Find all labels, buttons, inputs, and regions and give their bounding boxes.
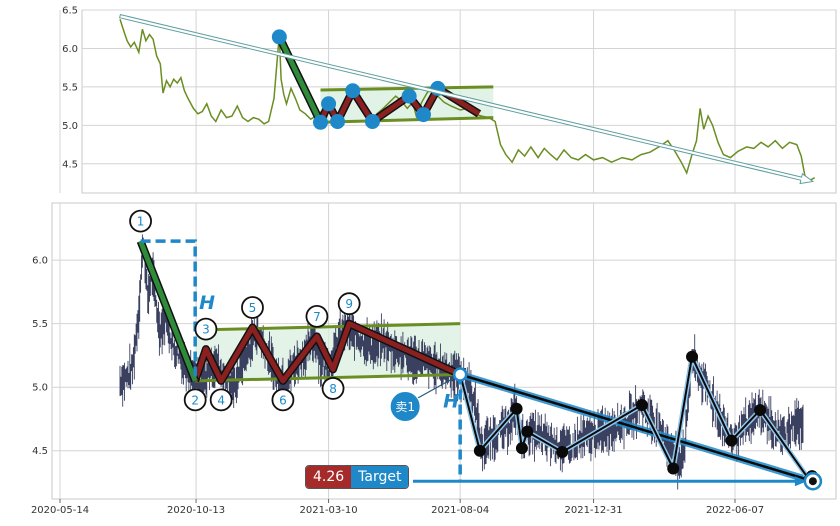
- target-arrowhead: [794, 476, 807, 487]
- sell-connector: [414, 373, 461, 401]
- xtick-label: 2021-08-04: [431, 505, 489, 516]
- top-pivot-marker: [345, 83, 361, 99]
- point-label-circle: [129, 209, 152, 233]
- bottom-panel-ytick-label: 5.0: [32, 383, 48, 394]
- bottom-plot-area: [119, 234, 823, 491]
- top-plot-area: [118, 13, 816, 185]
- top-panel-ytick-label: 6.0: [62, 44, 78, 55]
- sell-point: [452, 367, 468, 382]
- point-label-circle: [194, 317, 218, 341]
- pivot-marker: [754, 404, 767, 417]
- point-label-circle: [209, 388, 233, 412]
- point-label-text: 5: [249, 301, 257, 315]
- top-pivot-marker: [271, 29, 287, 45]
- point-label-circle: [305, 304, 329, 328]
- point-label-text: 8: [329, 382, 337, 396]
- top-pivot-marker: [364, 113, 380, 129]
- xtick-label: 2020-05-14: [31, 505, 89, 516]
- top-panel-ytick-label: 6.5: [62, 6, 78, 17]
- top-pivot-marker: [321, 96, 337, 112]
- xtick-label: 2021-12-31: [564, 505, 622, 516]
- pivot-marker: [686, 350, 699, 363]
- point-label-text: 1: [137, 215, 145, 229]
- pivot-marker: [725, 434, 738, 447]
- target-value: 4.26: [306, 466, 352, 488]
- xtick-label: 2021-03-10: [300, 505, 358, 516]
- point-label-circle: [321, 377, 345, 400]
- pivot-marker: [510, 402, 523, 415]
- bottom-zigzag: [192, 321, 462, 384]
- top-first-leg: [277, 35, 323, 124]
- point-label-circle: [241, 296, 264, 319]
- top-price-line: [119, 18, 816, 182]
- pivot-marker: [521, 425, 534, 438]
- height-label-1: H: [199, 292, 215, 314]
- bottom-channel-upper: [195, 322, 461, 332]
- point-label-circle: [183, 388, 207, 412]
- height-marker-1: [140, 239, 197, 381]
- projection-line: [459, 373, 814, 483]
- target-label: Target: [351, 466, 409, 488]
- point-label-text: 3: [202, 323, 210, 337]
- height-label-2: H: [443, 391, 459, 413]
- pivot-marker: [556, 445, 569, 458]
- point-label-text: 4: [217, 393, 225, 407]
- top-trend-arrow: [118, 13, 815, 185]
- top-channel-lower: [320, 116, 494, 124]
- bottom-panel-ytick-label: 6.0: [32, 256, 48, 267]
- xtick-label: 2022-06-07: [706, 505, 764, 516]
- bottom-first-leg: [138, 240, 198, 382]
- sell-badge: [389, 391, 421, 423]
- pivot-marker: [635, 398, 648, 411]
- pivot-marker: [667, 462, 680, 475]
- point-label-text: 9: [345, 297, 353, 311]
- pivot-marker: [515, 442, 528, 455]
- point-label-text: 7: [313, 310, 321, 324]
- point-label-circle: [271, 388, 295, 412]
- point-label-text: 2: [191, 393, 199, 407]
- top-pivot-marker: [401, 88, 417, 104]
- bottom-panel-ytick-label: 4.5: [32, 446, 48, 457]
- pivot-marker: [473, 444, 486, 457]
- bottom-panel-ytick-label: 5.5: [32, 319, 48, 330]
- top-pivot-marker: [313, 114, 329, 130]
- top-panel-ytick-label: 5.0: [62, 121, 78, 132]
- top-pivot-marker: [330, 113, 346, 129]
- target-end-dot: [808, 477, 817, 486]
- point-label-circle: [337, 292, 361, 316]
- bottom-channel-lower: [195, 373, 461, 383]
- top-pivot-marker: [415, 107, 431, 123]
- target-badge: 4.26 Target: [305, 465, 410, 489]
- top-panel-ytick-label: 4.5: [62, 159, 78, 170]
- sell-badge-label: 卖1: [395, 400, 415, 414]
- top-panel-ytick-label: 5.5: [62, 82, 78, 93]
- point-label-text: 6: [279, 393, 287, 407]
- xtick-label: 2020-10-13: [167, 505, 225, 516]
